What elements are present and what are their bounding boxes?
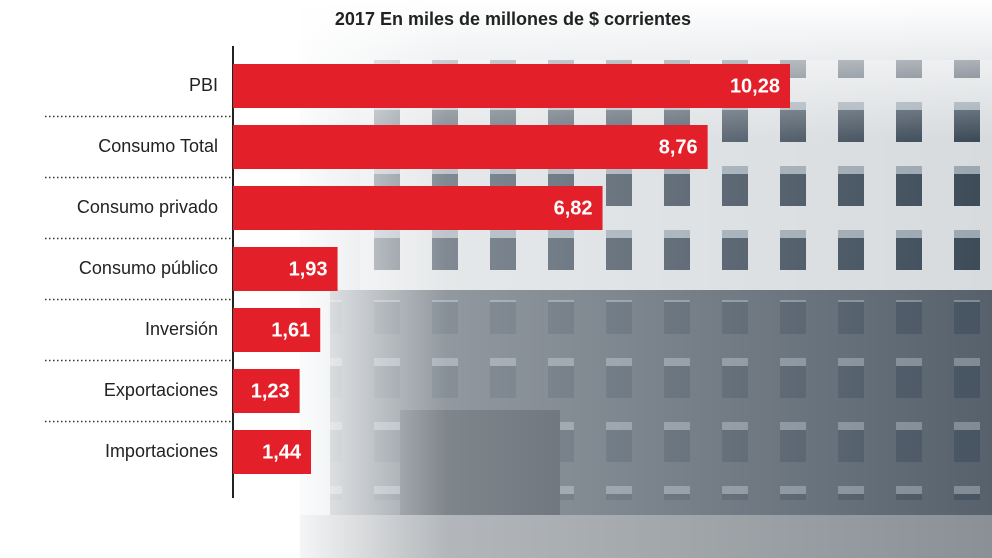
value-label: 1,44	[262, 441, 302, 463]
bar	[233, 125, 708, 169]
value-label: 6,82	[554, 197, 593, 219]
value-label: 1,23	[251, 380, 290, 402]
category-label: Consumo privado	[77, 197, 218, 217]
bar	[233, 186, 603, 230]
category-label: Exportaciones	[104, 380, 218, 400]
bar	[233, 369, 300, 413]
category-label: Consumo Total	[98, 136, 218, 156]
value-label: 8,76	[659, 136, 698, 158]
category-label: Consumo público	[79, 258, 218, 278]
bar	[233, 247, 338, 291]
category-label: Importaciones	[105, 441, 218, 461]
bar	[233, 430, 312, 474]
category-label: PBI	[189, 75, 218, 95]
category-label: Inversión	[145, 319, 218, 339]
bar	[233, 64, 790, 108]
value-label: 10,28	[730, 75, 780, 97]
value-label: 1,61	[271, 319, 310, 341]
value-label: 1,93	[289, 258, 328, 280]
bar	[233, 308, 321, 352]
chart-title: 2017 En miles de millones de $ corriente…	[335, 9, 691, 29]
